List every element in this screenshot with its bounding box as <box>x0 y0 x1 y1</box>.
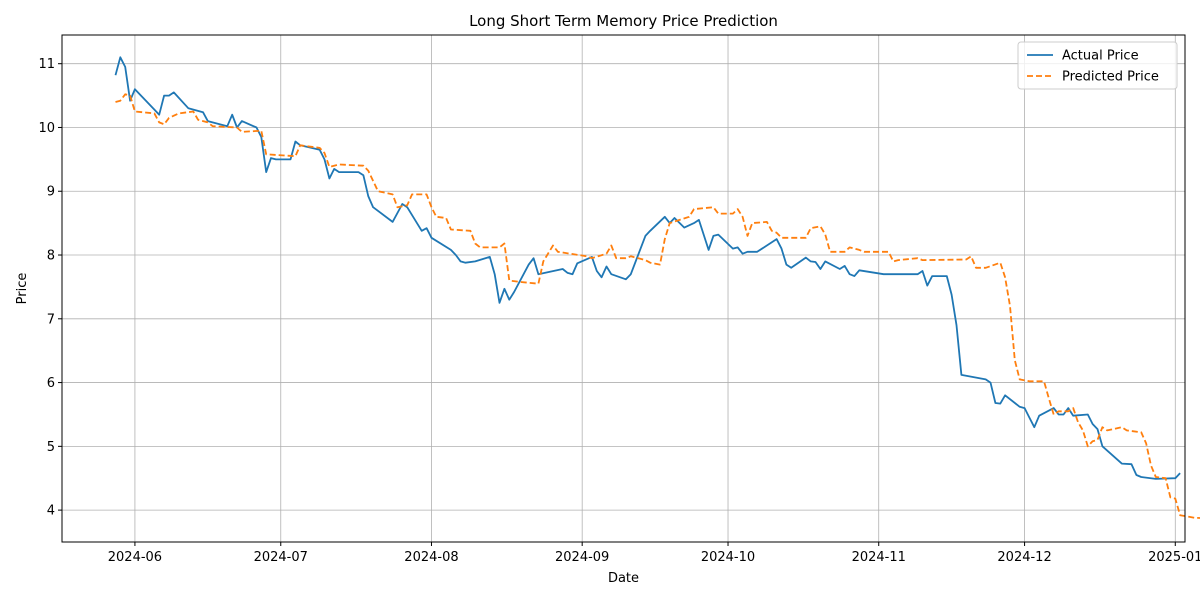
y-tick-label: 5 <box>47 440 55 455</box>
plot-background <box>62 35 1185 542</box>
x-axis-label: Date <box>608 571 639 586</box>
x-tick-label: 2024-07 <box>254 550 308 565</box>
y-tick-label: 4 <box>47 504 55 519</box>
grid-lines <box>62 35 1185 542</box>
legend-label-actual: Actual Price <box>1062 49 1139 64</box>
x-tick-label: 2024-08 <box>404 550 458 565</box>
y-tick-label: 10 <box>38 121 55 136</box>
x-tick-label: 2024-10 <box>701 550 755 565</box>
plot-frame <box>61 34 1186 543</box>
y-tick-label: 11 <box>38 57 55 72</box>
series-lines <box>114 56 1200 519</box>
x-tick-label: 2025-01 <box>1148 550 1200 565</box>
x-tick-label: 2024-11 <box>852 550 906 565</box>
y-tick-label: 8 <box>47 249 55 264</box>
predicted-price-line <box>115 93 1200 519</box>
actual-price-line <box>114 56 1181 480</box>
y-tick-label: 7 <box>47 312 55 327</box>
legend: Actual Price Predicted Price <box>1017 41 1178 90</box>
y-axis: 4 5 6 7 8 9 10 11 <box>38 57 62 519</box>
y-axis-label: Price <box>15 273 30 305</box>
x-tick-label: 2024-06 <box>108 550 162 565</box>
legend-box <box>1017 41 1178 90</box>
y-tick-label: 9 <box>47 185 55 200</box>
legend-label-predicted: Predicted Price <box>1062 70 1159 85</box>
x-axis: 2024-06 2024-07 2024-08 2024-09 2024-10 2024-… <box>108 542 1200 565</box>
y-tick-label: 6 <box>47 376 55 391</box>
x-tick-label: 2024-12 <box>997 550 1051 565</box>
plot-area <box>61 34 1200 543</box>
chart-title: Long Short Term Memory Price Prediction <box>469 12 778 30</box>
x-tick-label: 2024-09 <box>555 550 609 565</box>
